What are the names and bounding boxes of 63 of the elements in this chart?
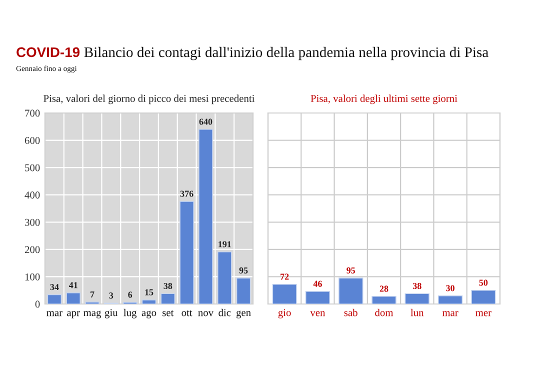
y-tick-label: 300 [25,218,40,226]
bar [142,299,156,304]
x-tick-label: lun [410,308,424,316]
x-tick-label: dic [218,308,231,316]
bar [236,278,251,304]
x-tick-label: set [162,310,174,316]
bar [372,296,396,304]
data-label: 38 [412,282,422,290]
y-tick-label: 500 [25,164,40,172]
data-label: 28 [380,286,388,292]
x-tick-label: mag [84,310,102,318]
data-label: 38 [164,282,172,290]
x-tick-label: ott [182,310,192,316]
data-label: 95 [346,267,356,274]
bar [198,128,213,304]
data-label: 191 [218,241,231,248]
bar [404,293,430,304]
data-label: 95 [239,267,248,274]
bar [438,295,463,304]
x-tick-label: gen [236,310,251,318]
x-tick-label: ago [142,310,156,318]
y-tick-label: 200 [24,246,40,254]
y-tick-label: 600 [24,136,40,144]
bar [471,290,496,304]
data-label: 640 [199,118,212,125]
bar [338,278,364,304]
x-tick-label: mar [46,311,62,316]
y-tick-label: 700 [25,110,40,117]
bar [66,292,81,304]
x-tick-label: apr [67,311,80,318]
y-tick-label: 0 [35,300,40,308]
x-tick-label: nov [198,311,214,316]
text: COVID-19 [16,47,80,58]
bar [305,291,330,304]
y-tick-label: 100 [25,273,40,280]
x-tick-label: mer [476,311,492,316]
x-tick-label: gio [278,309,291,318]
x-tick-label: giu [104,309,118,318]
x-tick-label: ven [310,311,326,316]
text: Bilancio dei contagi dall'inizio della pandemia nella provincia di Pisa [84,46,488,60]
x-tick-label: mar [442,311,458,316]
data-label: 50 [479,280,488,286]
x-tick-label: dom [375,308,394,316]
bar [160,293,176,304]
data-label: 15 [145,289,154,296]
chart-title: Pisa, valori del giorno di picco dei mesi precedenti [44,94,255,104]
bar [47,294,62,304]
data-label: 7 [90,291,94,298]
bar [272,284,297,304]
data-label: 34 [50,284,59,290]
data-label: 6 [128,292,132,298]
data-label: 46 [313,280,322,287]
data-label: 41 [68,282,78,288]
x-tick-label: sab [344,308,358,316]
data-label: 72 [280,274,289,280]
data-label: 30 [446,285,454,292]
bar [217,251,232,304]
chart-title: Pisa, valori degli ultimi sette giorni [310,94,458,104]
data-label: 3 [109,292,114,299]
data-label: 376 [180,190,194,197]
x-tick-label: lug [124,308,137,318]
y-tick-label: 400 [24,192,40,199]
bar [180,200,194,304]
